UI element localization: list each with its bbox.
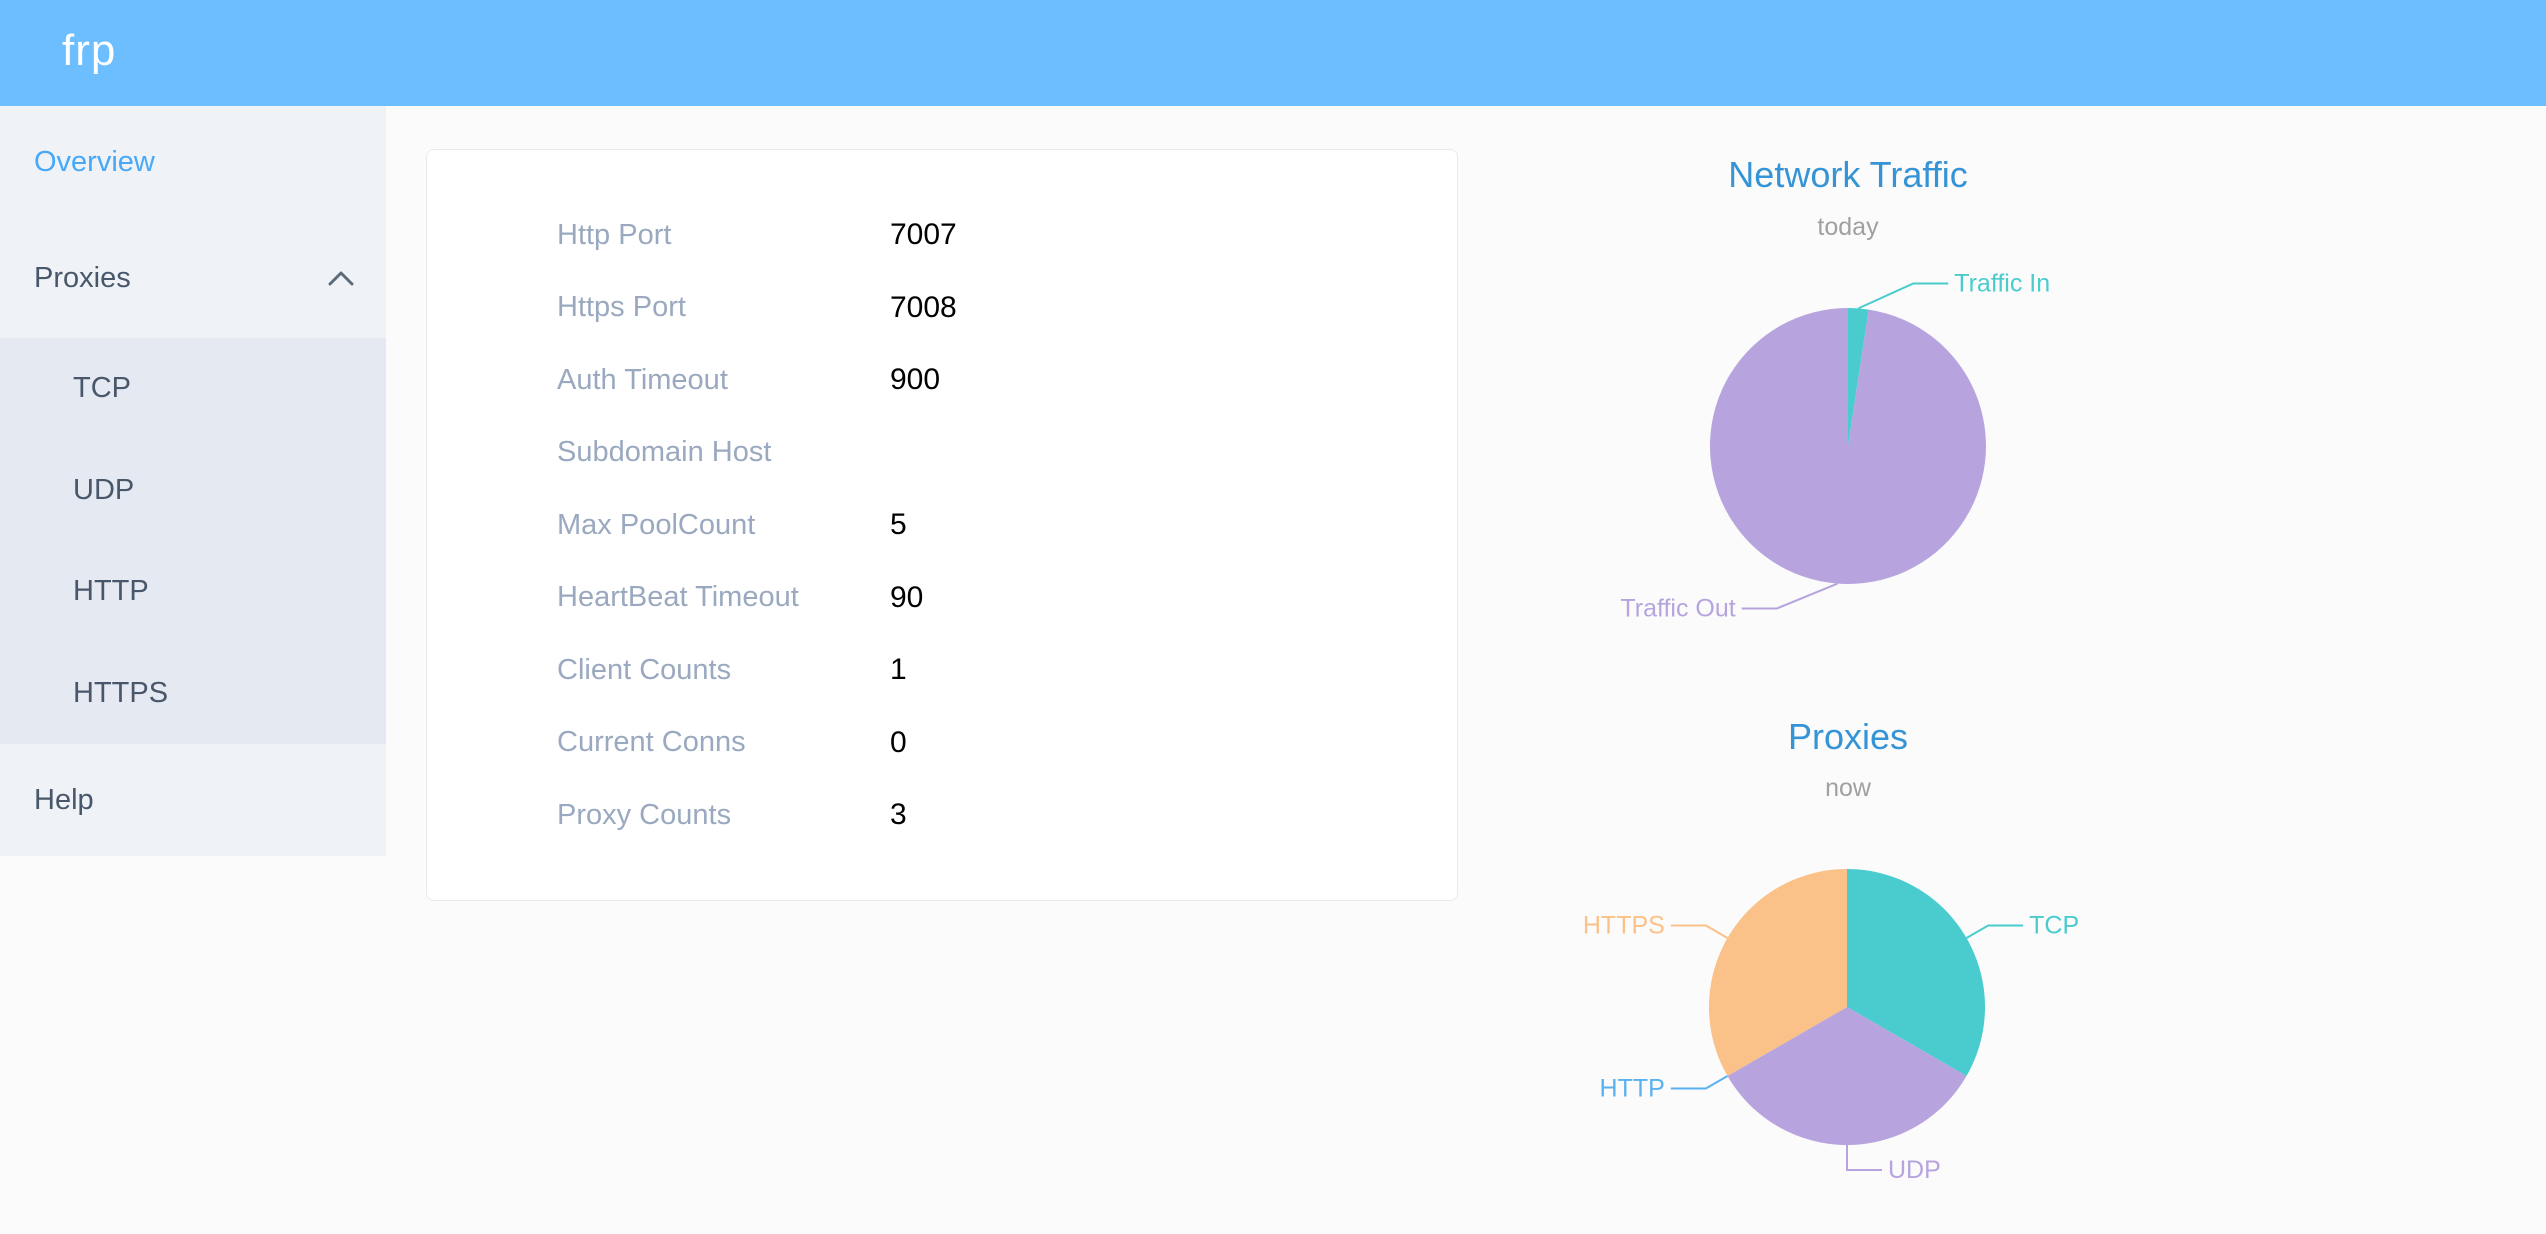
network-traffic-pie[interactable]: Traffic In Traffic Out <box>1498 140 2198 700</box>
info-row-http-port: Http Port 7007 <box>427 199 1457 272</box>
info-row-client-counts: Client Counts 1 <box>427 634 1457 707</box>
proxies-chart: TCP UDP HTTP HTTPS Proxies now <box>1498 690 2198 1234</box>
proxies-pie[interactable]: TCP UDP HTTP HTTPS <box>1498 690 2198 1234</box>
info-value: 7007 <box>890 218 957 252</box>
proxies-title: Proxies <box>1787 716 1909 757</box>
info-row-proxy-counts: Proxy Counts 3 <box>427 779 1457 852</box>
info-value: 0 <box>890 725 907 759</box>
app-header: frp <box>0 0 2546 106</box>
info-label: Current Conns <box>557 726 746 759</box>
pie-label-http: HTTP <box>1600 1075 1665 1103</box>
pie-label-tcp: TCP <box>2029 912 2079 940</box>
info-value: 5 <box>890 508 907 542</box>
sidebar-item-label: Proxies <box>34 262 131 294</box>
sidebar-submenu-proxies: TCP UDP HTTP HTTPS <box>0 338 386 744</box>
network-traffic-title: Network Traffic <box>1728 154 1968 195</box>
sidebar-item-udp[interactable]: UDP <box>73 473 135 506</box>
sidebar-item-proxies[interactable]: Proxies <box>0 222 386 334</box>
info-label: Proxy Counts <box>557 798 732 831</box>
pie-label-line-https <box>1670 924 1728 939</box>
sidebar-item-help[interactable]: Help <box>0 744 386 856</box>
info-label: Auth Timeout <box>557 363 728 396</box>
info-label: Max PoolCount <box>557 508 756 541</box>
info-value: 900 <box>890 363 941 397</box>
sidebar-item-http[interactable]: HTTP <box>73 575 149 607</box>
info-row-heartbeat-timeout: HeartBeat Timeout 90 <box>427 562 1457 635</box>
info-row-subdomain-host: Subdomain Host <box>427 417 1457 490</box>
chevron-up-icon <box>328 271 354 286</box>
pie-label-line-tcp <box>1966 924 2024 939</box>
app-logo: frp <box>62 26 117 75</box>
info-label: Client Counts <box>557 653 732 686</box>
pie-label-traffic-out: Traffic Out <box>1620 595 1735 623</box>
info-label: Http Port <box>557 218 672 251</box>
pie-label-udp: UDP <box>1888 1156 1941 1184</box>
info-label: Subdomain Host <box>557 436 772 469</box>
pie-label-https: HTTPS <box>1583 912 1665 940</box>
info-value: 7008 <box>890 290 957 324</box>
info-value: 90 <box>890 580 924 614</box>
info-row-current-conns: Current Conns 0 <box>427 707 1457 780</box>
network-traffic-subtitle: today <box>1817 213 1879 241</box>
network-traffic-chart: Traffic In Traffic Out Network Traffic to… <box>1498 140 2198 700</box>
pie-slice-udp[interactable] <box>1727 1007 1967 1145</box>
pie-slice-https[interactable] <box>1709 869 1847 1076</box>
sidebar: Overview Proxies TCP UDP HTTP HTTPS Help <box>0 106 386 856</box>
info-row-auth-timeout: Auth Timeout 900 <box>427 344 1457 417</box>
pie-label-line-udp <box>1846 1145 1882 1171</box>
sidebar-item-overview[interactable]: Overview <box>0 106 386 218</box>
info-label: HeartBeat Timeout <box>557 581 799 614</box>
pie-slice-traffic-in[interactable] <box>1848 308 1869 446</box>
info-value: 1 <box>890 653 907 687</box>
pie-label-line-http <box>1670 1075 1728 1090</box>
pie-label-line-traffic-out <box>1741 582 1838 610</box>
pie-slice-traffic-out[interactable] <box>1709 308 1986 584</box>
pie-label-line-traffic-in <box>1857 282 1949 310</box>
server-info-card: Http Port 7007 Https Port 7008 Auth Time… <box>426 149 1458 901</box>
info-row-https-port: Https Port 7008 <box>427 272 1457 345</box>
pie-label-traffic-in: Traffic In <box>1954 269 2050 297</box>
proxies-subtitle: now <box>1825 774 1871 802</box>
sidebar-item-https[interactable]: HTTPS <box>73 676 169 709</box>
info-row-max-poolcount: Max PoolCount 5 <box>427 489 1457 562</box>
info-label: Https Port <box>557 291 686 324</box>
pie-slice-tcp[interactable] <box>1847 869 1985 1076</box>
sidebar-item-tcp[interactable]: TCP <box>73 372 131 404</box>
sidebar-item-label: Help <box>34 784 94 816</box>
info-value: 3 <box>890 798 907 832</box>
sidebar-item-label: Overview <box>34 146 155 178</box>
